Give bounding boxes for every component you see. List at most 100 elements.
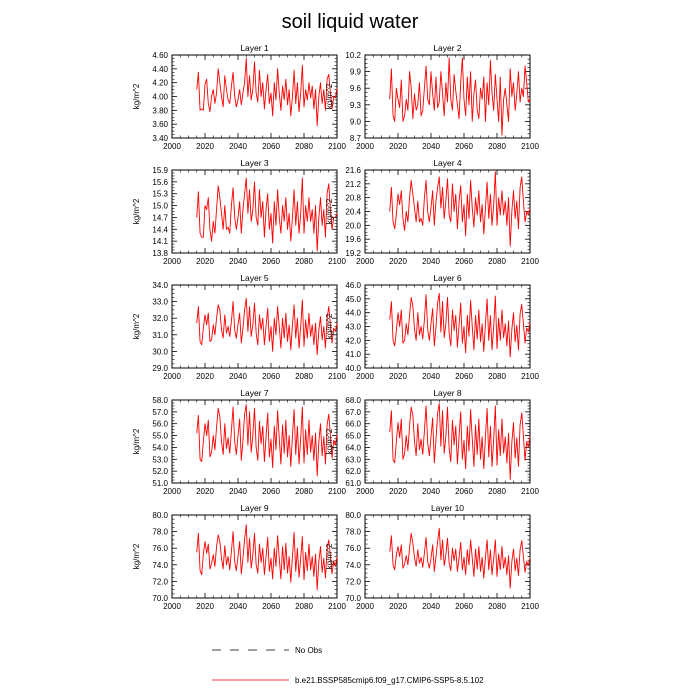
y-tick-label: 72.0 [345, 577, 361, 586]
x-tick-label: 2040 [229, 257, 247, 266]
plot-frame [364, 514, 531, 599]
y-tick-label: 19.6 [345, 235, 361, 244]
x-tick-label: 2100 [328, 602, 346, 611]
legend-model-label: b.e21.BSSP585cmip6.f09_g17.CMIP6-SSP5-8.… [295, 676, 484, 685]
x-tick-label: 2080 [488, 372, 506, 381]
y-tick-label: 41.0 [345, 350, 361, 359]
y-axis-label: kg/m^2 [325, 198, 334, 224]
x-tick-label: 2100 [521, 257, 539, 266]
y-tick-label: 45.0 [345, 295, 361, 304]
y-tick-label: 21.6 [345, 166, 361, 175]
y-tick-label: 4.40 [152, 65, 168, 74]
x-tick-label: 2060 [262, 257, 280, 266]
x-tick-label: 2060 [455, 257, 473, 266]
x-tick-label: 2100 [328, 372, 346, 381]
series-line [196, 177, 338, 252]
y-tick-label: 61.0 [345, 479, 361, 488]
panel-title: Layer 7 [240, 388, 269, 398]
x-tick-label: 2020 [196, 142, 214, 151]
y-tick-label: 30.0 [152, 347, 168, 356]
panel-layer-1: Layer 1 kg/m^2 2000 2020 2040 2060 2080 2100 3.4… [132, 43, 346, 151]
x-tick-label: 2100 [328, 257, 346, 266]
y-tick-label: 74.0 [152, 561, 168, 570]
y-tick-label: 58.0 [152, 396, 168, 405]
panel-title: Layer 1 [240, 43, 269, 53]
y-tick-label: 4.60 [152, 51, 168, 60]
x-tick-label: 2040 [422, 257, 440, 266]
x-tick-label: 2100 [521, 602, 539, 611]
x-tick-label: 2080 [295, 487, 313, 496]
x-tick-label: 2000 [356, 257, 374, 266]
x-tick-label: 2000 [163, 142, 181, 151]
panel-layer-2: Layer 2 kg/m^2 2000 2020 2040 2060 2080 2100 8.7… [325, 43, 539, 151]
x-tick-label: 2060 [262, 487, 280, 496]
y-tick-label: 20.4 [345, 208, 361, 217]
panel-title: Layer 8 [433, 388, 462, 398]
y-tick-label: 80.0 [345, 511, 361, 520]
y-tick-label: 74.0 [345, 561, 361, 570]
x-tick-label: 2060 [262, 142, 280, 151]
y-tick-label: 9.9 [350, 68, 362, 77]
y-tick-label: 9.6 [350, 84, 362, 93]
y-tick-label: 65.0 [345, 432, 361, 441]
series-line [389, 403, 531, 480]
y-tick-label: 70.0 [345, 594, 361, 603]
y-tick-label: 14.4 [152, 225, 168, 234]
y-tick-label: 31.0 [152, 331, 168, 340]
x-tick-label: 2100 [328, 142, 346, 151]
y-tick-label: 78.0 [152, 528, 168, 537]
y-tick-label: 8.7 [350, 134, 362, 143]
x-tick-label: 2040 [422, 142, 440, 151]
y-tick-label: 56.0 [152, 420, 168, 429]
panel-layer-9: Layer 9 kg/m^2 2000 2020 2040 2060 2080 2100 70.… [132, 503, 346, 611]
y-tick-label: 3.80 [152, 106, 168, 115]
x-tick-label: 2000 [356, 142, 374, 151]
y-axis-label: kg/m^2 [325, 313, 334, 339]
x-tick-label: 2040 [229, 372, 247, 381]
panel-title: Layer 2 [433, 43, 462, 53]
y-tick-label: 14.7 [152, 213, 168, 222]
y-tick-label: 46.0 [345, 281, 361, 290]
y-tick-label: 19.2 [345, 249, 361, 258]
x-tick-label: 2080 [295, 257, 313, 266]
y-axis-label: kg/m^2 [325, 428, 334, 454]
x-tick-label: 2060 [455, 602, 473, 611]
x-tick-label: 2020 [389, 487, 407, 496]
x-tick-label: 2000 [163, 602, 181, 611]
y-tick-label: 57.0 [152, 408, 168, 417]
x-tick-label: 2080 [488, 487, 506, 496]
series-line [196, 58, 338, 127]
x-tick-label: 2000 [163, 372, 181, 381]
panel-layer-7: Layer 7 kg/m^2 2000 2020 2040 2060 2080 2100 51.… [132, 388, 346, 496]
x-tick-label: 2020 [196, 372, 214, 381]
y-tick-label: 55.0 [152, 432, 168, 441]
x-tick-label: 2040 [229, 487, 247, 496]
y-tick-label: 34.0 [152, 281, 168, 290]
y-tick-label: 13.8 [152, 249, 168, 258]
x-tick-label: 2020 [389, 602, 407, 611]
x-tick-label: 2060 [455, 487, 473, 496]
x-tick-label: 2100 [328, 487, 346, 496]
y-tick-label: 76.0 [152, 544, 168, 553]
y-tick-label: 68.0 [345, 396, 361, 405]
y-tick-label: 52.0 [152, 467, 168, 476]
panel-title: Layer 4 [433, 158, 462, 168]
panel-layer-5: Layer 5 kg/m^2 2000 2020 2040 2060 2080 2100 29.… [132, 273, 346, 381]
x-tick-label: 2020 [196, 602, 214, 611]
y-axis-label: kg/m^2 [325, 83, 334, 109]
y-tick-label: 40.0 [345, 364, 361, 373]
x-tick-label: 2020 [389, 142, 407, 151]
y-tick-label: 15.9 [152, 166, 168, 175]
y-tick-label: 66.0 [345, 420, 361, 429]
y-tick-label: 51.0 [152, 479, 168, 488]
panel-title: Layer 6 [433, 273, 462, 283]
figure-title: soil liquid water [282, 11, 419, 33]
y-tick-label: 44.0 [345, 309, 361, 318]
x-tick-label: 2100 [521, 142, 539, 151]
x-tick-label: 2040 [422, 602, 440, 611]
y-axis-label: kg/m^2 [325, 543, 334, 569]
y-tick-label: 9.0 [350, 117, 362, 126]
